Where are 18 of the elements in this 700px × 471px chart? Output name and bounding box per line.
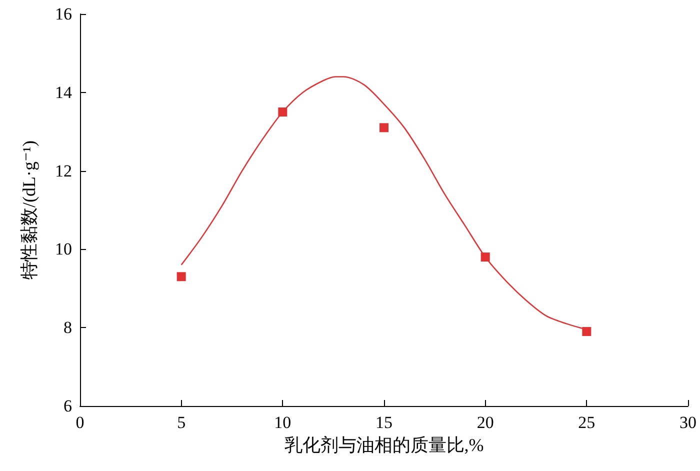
x-tick-label: 0 [76, 413, 84, 432]
x-tick-label: 15 [376, 413, 392, 432]
x-tick-label: 30 [680, 413, 696, 432]
point [176, 272, 186, 282]
x-tick-label: 25 [578, 413, 596, 432]
x-tick-label: 10 [274, 413, 292, 432]
y-axis-title: 特性黏数/(dL·g⁻¹) [19, 140, 39, 280]
point [380, 123, 388, 132]
y-tick-label: 6 [64, 396, 72, 416]
x-axis-title: 乳化剂与油相的质量比,% [284, 435, 484, 455]
y-tick-label: 10 [55, 240, 72, 259]
x-tick-label: 20 [476, 413, 494, 432]
x-tick-label: 5 [177, 413, 186, 432]
point [582, 327, 592, 336]
y-tick-label: 12 [55, 161, 72, 180]
y-tick-label: 14 [55, 82, 72, 102]
y-tick-label: 16 [55, 4, 72, 24]
y-tick-label: 8 [64, 318, 72, 338]
